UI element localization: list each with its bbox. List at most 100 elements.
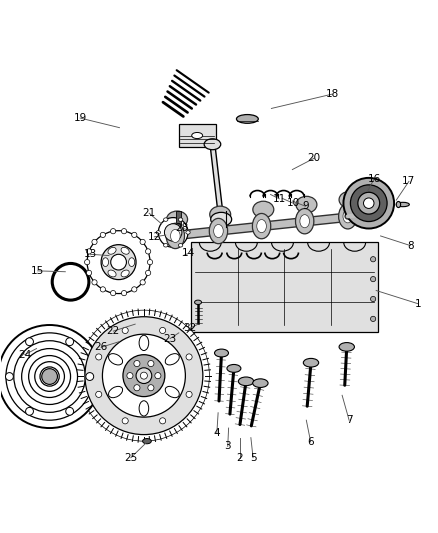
Ellipse shape	[396, 201, 401, 207]
Text: 23: 23	[163, 334, 177, 344]
Ellipse shape	[139, 401, 149, 416]
Ellipse shape	[170, 229, 180, 243]
Ellipse shape	[296, 196, 317, 213]
Ellipse shape	[253, 214, 270, 238]
Circle shape	[159, 327, 166, 334]
Ellipse shape	[252, 213, 271, 239]
Ellipse shape	[238, 377, 254, 386]
Ellipse shape	[166, 224, 184, 248]
Text: 11: 11	[272, 194, 286, 204]
Ellipse shape	[257, 220, 266, 233]
Ellipse shape	[121, 270, 129, 277]
Circle shape	[100, 287, 106, 292]
Circle shape	[122, 327, 128, 334]
Text: 4: 4	[213, 429, 220, 438]
Circle shape	[350, 185, 387, 222]
Circle shape	[52, 263, 89, 300]
Ellipse shape	[296, 209, 314, 233]
Circle shape	[136, 368, 152, 384]
Circle shape	[86, 249, 92, 254]
Circle shape	[343, 178, 394, 229]
Circle shape	[92, 280, 97, 285]
Circle shape	[121, 290, 127, 296]
Circle shape	[134, 360, 140, 367]
Circle shape	[364, 198, 374, 208]
Ellipse shape	[163, 244, 168, 247]
Text: 13: 13	[84, 249, 97, 259]
Circle shape	[110, 229, 116, 234]
Ellipse shape	[304, 358, 319, 367]
Circle shape	[358, 192, 380, 214]
Text: 17: 17	[402, 176, 416, 187]
Circle shape	[95, 354, 102, 360]
Circle shape	[148, 360, 154, 367]
FancyBboxPatch shape	[191, 243, 378, 332]
Ellipse shape	[343, 210, 353, 223]
Ellipse shape	[339, 191, 360, 208]
Ellipse shape	[129, 258, 135, 266]
Circle shape	[148, 260, 152, 265]
Ellipse shape	[339, 204, 357, 228]
Text: 7: 7	[346, 415, 353, 425]
Text: 6: 6	[307, 437, 314, 447]
Ellipse shape	[214, 224, 223, 238]
Circle shape	[186, 354, 192, 360]
Circle shape	[102, 334, 185, 417]
Circle shape	[158, 217, 188, 247]
Circle shape	[25, 407, 33, 415]
Text: 15: 15	[31, 266, 44, 276]
Ellipse shape	[210, 206, 231, 223]
Text: 28: 28	[175, 223, 188, 233]
Ellipse shape	[300, 215, 310, 228]
Circle shape	[111, 254, 127, 270]
Bar	[179, 124, 216, 147]
Ellipse shape	[178, 244, 183, 247]
Text: 3: 3	[224, 441, 231, 451]
Ellipse shape	[163, 218, 168, 221]
Text: 19: 19	[74, 113, 87, 123]
Text: 10: 10	[286, 198, 300, 208]
Circle shape	[0, 325, 101, 428]
Circle shape	[371, 296, 376, 302]
Circle shape	[92, 239, 97, 245]
Circle shape	[101, 245, 136, 280]
Circle shape	[159, 418, 166, 424]
Text: 24: 24	[18, 350, 32, 360]
Ellipse shape	[227, 365, 241, 373]
Ellipse shape	[143, 439, 151, 444]
Circle shape	[132, 232, 137, 238]
Circle shape	[371, 256, 376, 262]
Ellipse shape	[121, 247, 129, 254]
Ellipse shape	[108, 270, 116, 277]
Circle shape	[86, 270, 92, 276]
Text: 2: 2	[237, 453, 243, 463]
Circle shape	[66, 338, 74, 346]
Circle shape	[371, 316, 376, 321]
Ellipse shape	[108, 247, 116, 254]
Circle shape	[155, 373, 161, 379]
Ellipse shape	[215, 349, 229, 357]
Ellipse shape	[178, 218, 183, 221]
Circle shape	[86, 373, 94, 381]
Ellipse shape	[166, 223, 184, 248]
Ellipse shape	[109, 386, 123, 398]
Circle shape	[110, 290, 116, 296]
Circle shape	[148, 385, 154, 391]
Bar	[176, 211, 181, 227]
Text: 26: 26	[95, 342, 108, 352]
Circle shape	[6, 373, 13, 381]
Circle shape	[95, 391, 102, 398]
Circle shape	[25, 338, 33, 346]
Circle shape	[145, 249, 151, 254]
Text: 1: 1	[414, 298, 421, 309]
Ellipse shape	[204, 139, 221, 150]
Ellipse shape	[192, 133, 203, 139]
Ellipse shape	[296, 208, 314, 234]
Text: 22: 22	[107, 326, 120, 336]
Circle shape	[140, 239, 145, 245]
Circle shape	[121, 229, 127, 234]
Ellipse shape	[194, 300, 201, 304]
Circle shape	[85, 317, 203, 434]
Text: 14: 14	[182, 248, 195, 259]
Circle shape	[42, 369, 57, 384]
